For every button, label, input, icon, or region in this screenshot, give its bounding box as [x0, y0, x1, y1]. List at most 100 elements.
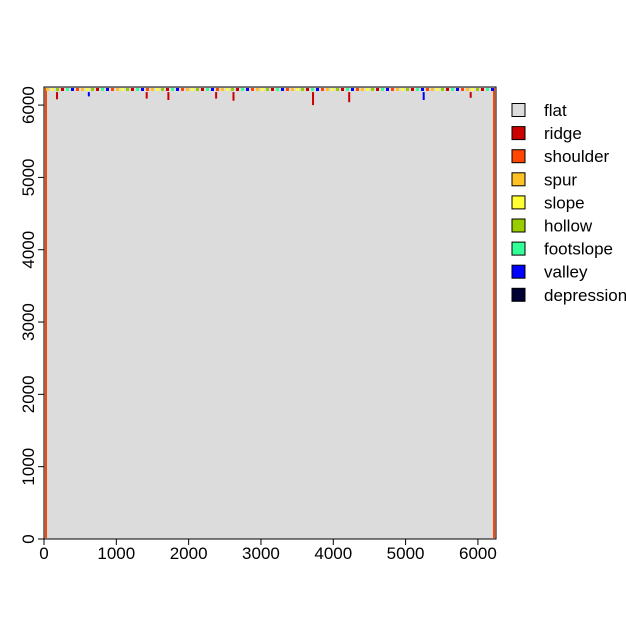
edge-top-cell — [86, 88, 89, 91]
edge-top-cell — [471, 88, 474, 91]
edge-top-cell — [281, 88, 284, 91]
legend-swatch — [511, 241, 526, 256]
x-tick-label: 4000 — [314, 544, 352, 563]
edge-top-cell — [101, 88, 104, 91]
legend: flat ridge shoulder spur slope hollow footslop… — [511, 101, 626, 305]
edge-right — [493, 88, 495, 538]
y-tick-label: 3000 — [19, 303, 38, 341]
legend-label: footslope — [544, 240, 613, 259]
x-tick-label: 1000 — [97, 544, 135, 563]
edge-top-cell — [426, 88, 429, 91]
y-tick-label: 4000 — [19, 231, 38, 269]
edge-top-cell — [81, 88, 84, 91]
edge-top-cell — [261, 88, 264, 91]
edge-top-cell — [96, 88, 99, 91]
feature-ridge — [232, 92, 235, 101]
x-tick-label: 0 — [39, 544, 48, 563]
edge-top-cell — [326, 88, 329, 91]
legend-swatch — [511, 103, 526, 117]
edge-top-cell — [91, 88, 94, 91]
edge-top-cell — [241, 88, 244, 91]
edge-top-cell — [126, 88, 129, 91]
edge-top-cell — [141, 88, 144, 91]
y-tick-label: 1000 — [19, 448, 38, 486]
edge-top-cell — [321, 88, 324, 91]
legend-label: hollow — [544, 217, 593, 236]
edge-top-cell — [351, 88, 354, 91]
legend-swatch — [511, 126, 526, 141]
edge-top-cell — [481, 88, 484, 91]
edge-top-cell — [51, 88, 54, 91]
edge-top-cell — [341, 88, 344, 91]
edge-top-cell — [211, 88, 214, 91]
y-tick-label: 2000 — [19, 375, 38, 413]
edge-top-cell — [316, 88, 319, 91]
feature-valley — [87, 92, 90, 97]
edge-top-cell — [346, 88, 349, 91]
edge-top-cell — [391, 88, 394, 91]
x-tick-label: 5000 — [387, 544, 425, 563]
edge-top-cell — [456, 88, 459, 91]
edge-top-cell — [476, 88, 479, 91]
x-tick-label: 3000 — [242, 544, 280, 563]
edge-top-cell — [301, 88, 304, 91]
edge-top-cell — [176, 88, 179, 91]
edge-top-cell — [186, 88, 189, 91]
edge-top-cell — [121, 88, 124, 91]
y-tick-label: 6000 — [19, 86, 38, 124]
edge-top-cell — [171, 88, 174, 91]
edge-top-cell — [311, 88, 314, 91]
feature-ridge — [145, 92, 148, 99]
edge-top-cell — [156, 88, 159, 91]
feature-ridge — [348, 92, 351, 103]
edge-top-cell — [61, 88, 64, 91]
plot-frame — [43, 86, 497, 540]
feature-ridge — [215, 92, 218, 99]
legend-label: spur — [544, 170, 577, 189]
x-tick-label: 2000 — [170, 544, 208, 563]
legend-label: ridge — [544, 124, 582, 143]
edge-top-cell — [216, 88, 219, 91]
edge-top-cell — [486, 88, 489, 91]
legend-swatch — [511, 218, 526, 233]
edge-top-cell — [276, 88, 279, 91]
y-tick-label: 0 — [19, 534, 38, 543]
edge-top-cell — [136, 88, 139, 91]
edge-top-cell — [206, 88, 209, 91]
x-axis: 0 1000 2000 3000 4000 5000 6000 — [39, 539, 497, 563]
edge-top-cell — [201, 88, 204, 91]
y-axis: 0 1000 2000 3000 4000 5000 6000 — [19, 86, 44, 544]
edge-top-cell — [66, 88, 69, 91]
feature-ridge — [469, 92, 472, 98]
edge-top-cell — [111, 88, 114, 91]
raster-edges — [45, 88, 495, 538]
legend-swatch — [511, 195, 526, 210]
edge-top-cell — [386, 88, 389, 91]
legend-swatch — [511, 149, 526, 164]
edge-top-cell — [331, 88, 334, 91]
legend-swatch — [511, 172, 526, 187]
legend-swatch — [511, 264, 526, 279]
legend-label: slope — [544, 193, 585, 212]
legend-swatch — [511, 287, 526, 302]
edge-top-cell — [451, 88, 454, 91]
edge-top-cell — [46, 88, 49, 91]
edge-top-cell — [336, 88, 339, 91]
edge-top-cell — [271, 88, 274, 91]
y-tick-label: 5000 — [19, 158, 38, 196]
legend-label: shoulder — [544, 147, 610, 166]
edge-top-cell — [401, 88, 404, 91]
x-tick-label: 6000 — [459, 544, 497, 563]
legend-label: flat — [544, 101, 567, 120]
edge-top-cell — [446, 88, 449, 91]
edge-top-cell — [181, 88, 184, 91]
edge-top-cell — [366, 88, 369, 91]
edge-top-cell — [376, 88, 379, 91]
edge-top-cell — [411, 88, 414, 91]
edge-top-cell — [106, 88, 109, 91]
edge-top-cell — [371, 88, 374, 91]
legend-label: valley — [544, 263, 588, 282]
edge-top-cell — [381, 88, 384, 91]
edge-top-cell — [71, 88, 74, 91]
